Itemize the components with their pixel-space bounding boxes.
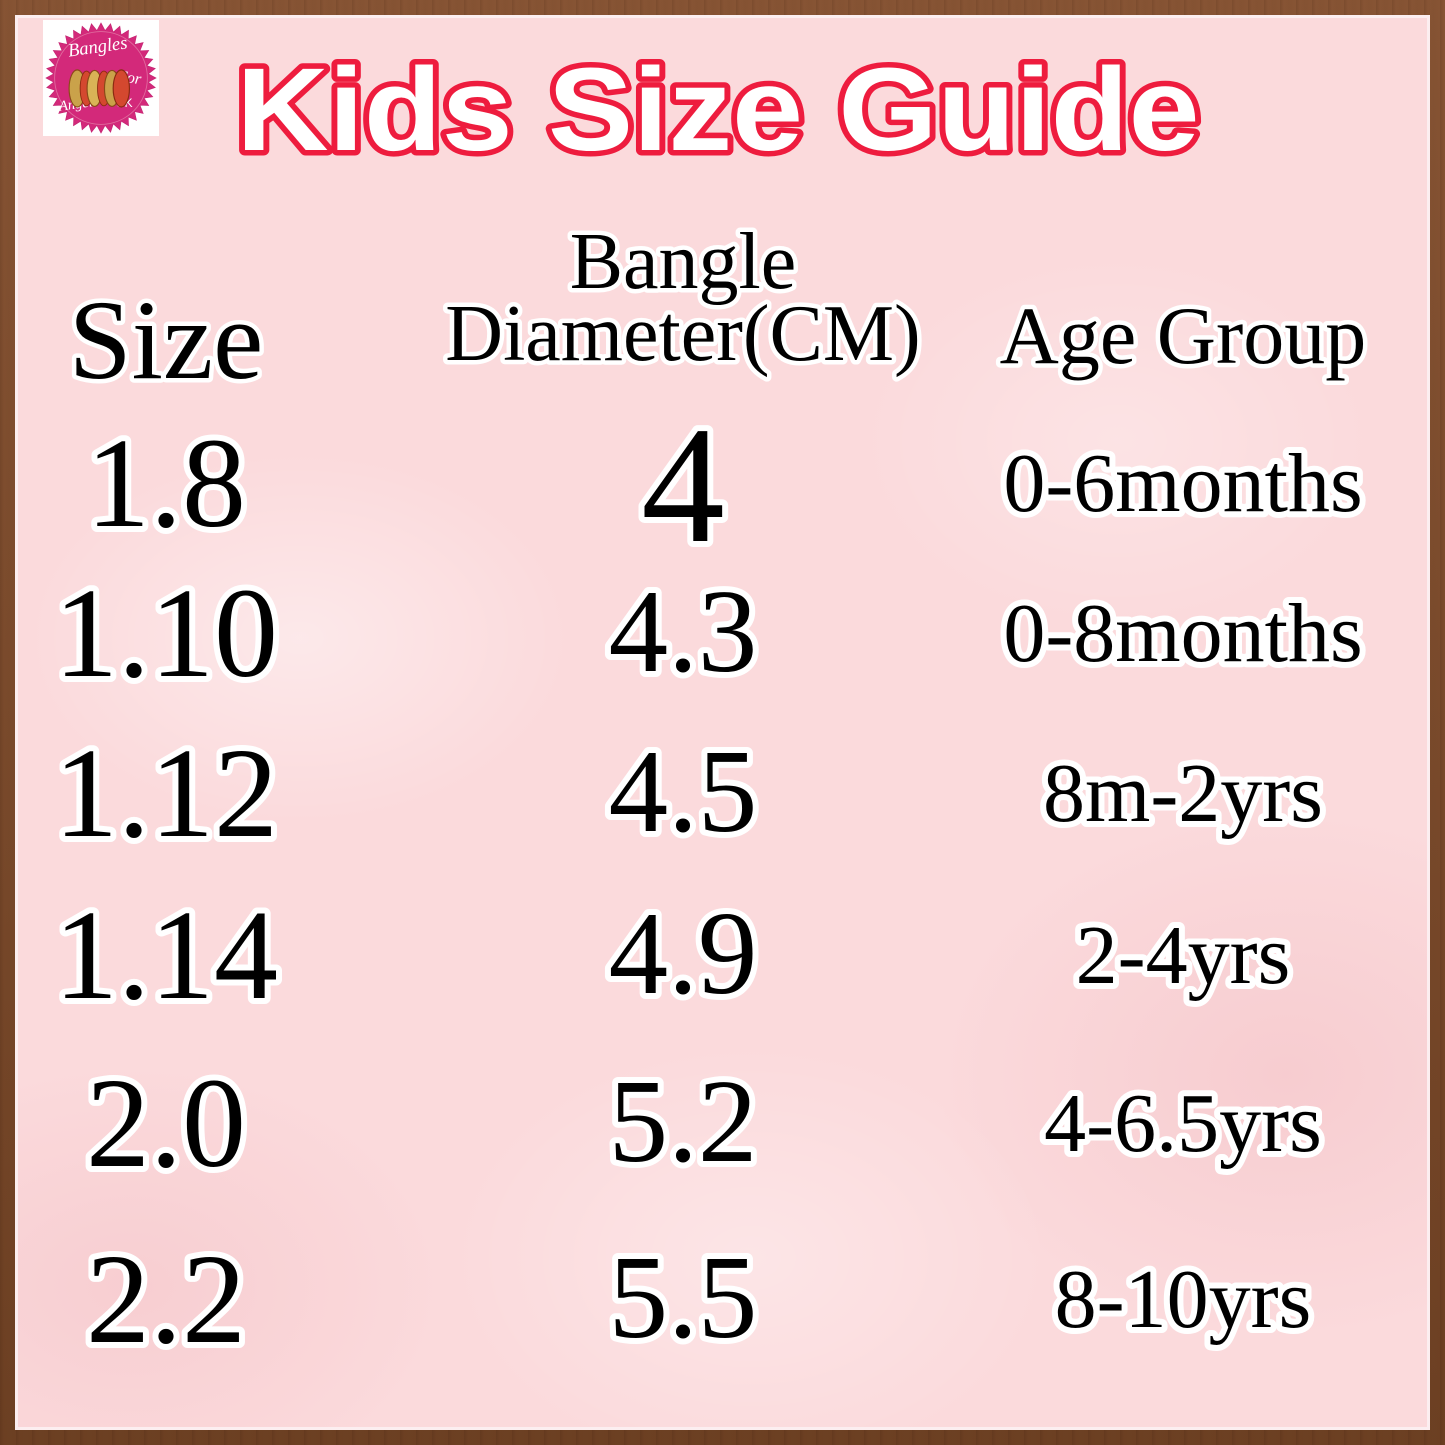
svg-text:1.14: 1.14 — [54, 884, 278, 1026]
svg-text:1.8: 1.8 — [86, 412, 246, 554]
svg-text:2.2: 2.2 — [86, 1228, 246, 1370]
svg-text:Diameter(CM): Diameter(CM) — [445, 290, 920, 378]
svg-text:8m-2yrs: 8m-2yrs — [1043, 747, 1323, 840]
svg-text:1.10: 1.10 — [54, 562, 278, 704]
svg-text:Size: Size — [69, 278, 264, 403]
svg-text:Kids Size Guide: Kids Size Guide — [237, 44, 1200, 176]
svg-text:4.3: 4.3 — [609, 565, 758, 697]
svg-text:4.5: 4.5 — [609, 725, 758, 857]
svg-text:4.9: 4.9 — [609, 887, 758, 1019]
svg-text:2-4yrs: 2-4yrs — [1076, 909, 1291, 1002]
svg-text:4-6.5yrs: 4-6.5yrs — [1044, 1077, 1322, 1170]
svg-text:0-6months: 0-6months — [1003, 437, 1362, 530]
svg-text:5.2: 5.2 — [609, 1055, 758, 1187]
svg-text:Age Group: Age Group — [1000, 290, 1367, 381]
svg-text:0-8months: 0-8months — [1003, 587, 1362, 680]
svg-text:4: 4 — [641, 393, 725, 578]
svg-text:2.0: 2.0 — [86, 1052, 246, 1194]
svg-text:1.12: 1.12 — [54, 722, 278, 864]
svg-text:8-10yrs: 8-10yrs — [1055, 1253, 1312, 1346]
svg-text:5.5: 5.5 — [609, 1231, 758, 1363]
